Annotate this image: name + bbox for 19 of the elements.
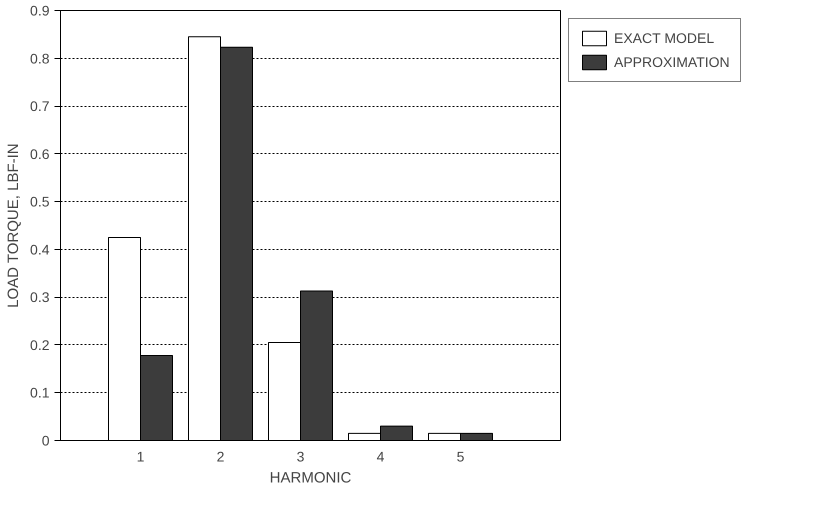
x-tick-label: 2 [216,448,225,464]
y-tick-label: 0.2 [30,336,50,353]
legend-label: APPROXIMATION [614,54,730,70]
x-tick-label: 4 [376,448,385,464]
y-tick-label: 0.9 [30,2,50,18]
x-axis-title: HARMONIC [270,470,352,486]
y-tick-label: 0.5 [30,194,50,210]
y-tick-label: 0.6 [30,146,50,162]
y-axis-title: LOAD TORQUE, LBF-IN [5,143,22,308]
y-tick-label: 0.8 [30,50,50,66]
legend-label: EXACT MODEL [614,30,714,46]
x-tick-label: 5 [456,448,465,464]
x-tick-label: 1 [136,448,145,464]
y-tick-label: 0.7 [30,98,50,114]
y-tick-label: 0.3 [30,289,50,306]
y-tick-label: 0.1 [30,384,50,401]
y-tick-label: 0 [42,432,50,448]
y-tick-label: 0.4 [30,241,50,258]
x-tick-label: 3 [296,448,305,464]
